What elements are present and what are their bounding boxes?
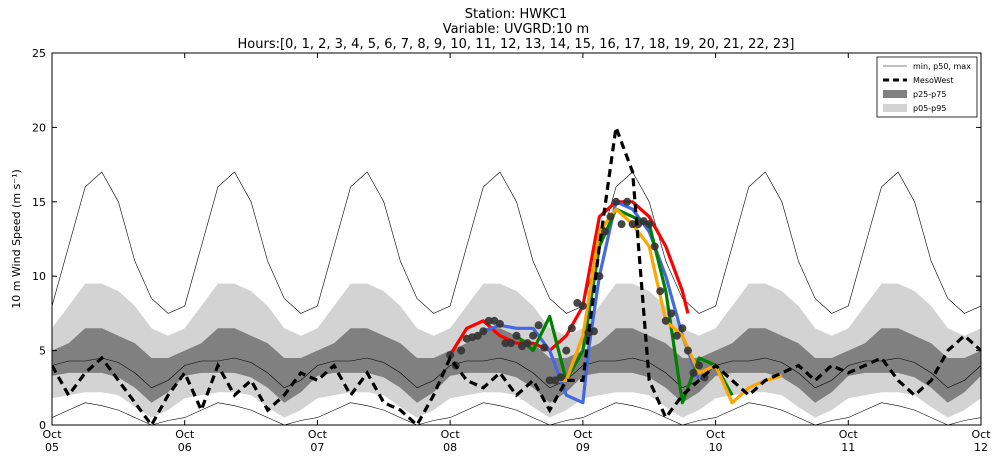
point (479, 327, 488, 336)
point (628, 220, 637, 229)
y-tick-label: 5 (39, 345, 46, 358)
legend-swatch (883, 90, 907, 98)
model-line (482, 200, 701, 405)
point (495, 319, 504, 328)
climatology-line (52, 357, 981, 389)
point (501, 339, 510, 348)
point (562, 346, 571, 355)
point (540, 343, 549, 352)
point (534, 321, 543, 330)
plot-frame (51, 52, 982, 426)
y-tick-label: 10 (32, 270, 46, 283)
point (661, 316, 670, 325)
y-tick-label: 15 (32, 196, 46, 209)
title-line: Variable: UVGRD:10 m (443, 22, 589, 37)
legend-label: min, p50, max (913, 62, 971, 71)
point (645, 220, 654, 229)
x-tick-label: Oct 08 (441, 428, 461, 454)
point (689, 368, 698, 377)
point (578, 301, 587, 310)
legend-swatch (883, 104, 907, 112)
plot-area (52, 126, 981, 425)
point (678, 324, 687, 333)
point (612, 197, 621, 206)
y-axis-label: 10 m Wind Speed (m s⁻¹) (10, 169, 23, 309)
point (512, 331, 521, 340)
point (457, 346, 466, 355)
climatology-line (52, 171, 981, 314)
point (529, 331, 538, 340)
y-tick-label: 0 (39, 419, 46, 432)
point (694, 361, 703, 370)
legend-label: p05-p95 (913, 104, 946, 113)
x-tick-label: Oct 09 (573, 428, 593, 454)
band (52, 328, 981, 403)
title-line: Hours:[0, 1, 2, 3, 4, 5, 6, 7, 8, 9, 10,… (238, 37, 795, 52)
climatology-line (52, 402, 981, 425)
point (650, 242, 659, 251)
x-tick-label: Oct 11 (839, 428, 859, 454)
point (617, 220, 626, 229)
point (623, 197, 632, 206)
x-tick-label: Oct 06 (175, 428, 195, 454)
y-tick-label: 25 (32, 47, 46, 60)
point (683, 346, 692, 355)
point (556, 373, 565, 382)
y-tick-label: 20 (32, 121, 46, 134)
point (567, 324, 576, 333)
point (656, 287, 665, 296)
observation-line (52, 126, 981, 425)
point (600, 227, 609, 236)
x-tick-label: Oct 05 (42, 428, 62, 454)
point (473, 331, 482, 340)
point (523, 339, 532, 348)
x-tick-label: Oct 07 (308, 428, 328, 454)
point (672, 331, 681, 340)
point (506, 339, 515, 348)
point (606, 212, 615, 221)
point (484, 316, 493, 325)
point (589, 327, 598, 336)
point (667, 309, 676, 318)
x-tick-label: Oct 10 (706, 428, 726, 454)
legend-label: p25-p75 (913, 90, 946, 99)
legend-label: MesoWest (913, 76, 954, 85)
point (545, 376, 554, 385)
point (446, 351, 455, 360)
title-line: Station: HWKC1 (465, 7, 568, 22)
x-tick-label: Oct 12 (971, 428, 991, 454)
